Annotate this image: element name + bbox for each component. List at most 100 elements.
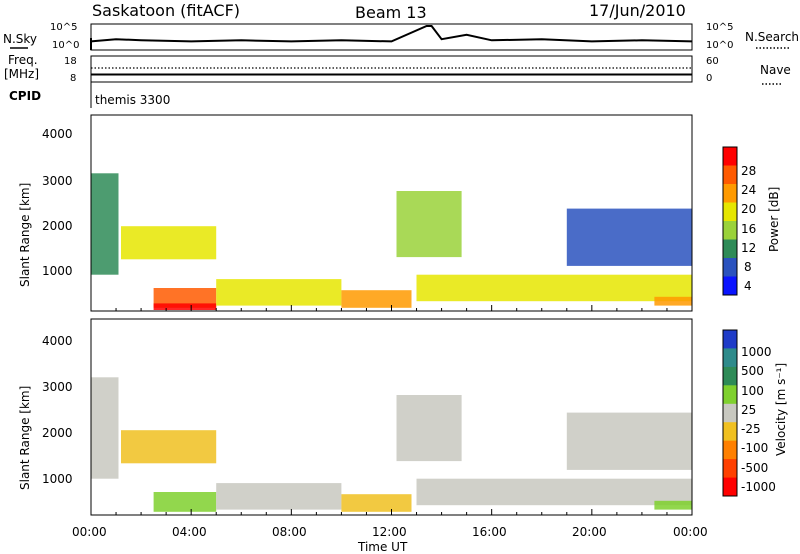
power-cbar-tick-20: 20	[741, 202, 756, 216]
xtick-0400: 04:00	[172, 525, 207, 539]
velocity-region-0	[91, 377, 119, 479]
power-region-0	[91, 173, 119, 275]
power-ytick-2000: 2000	[42, 219, 73, 233]
power-ytick-1000: 1000	[42, 264, 73, 278]
power-colorbar	[723, 147, 737, 296]
xtick-2000: 20:00	[572, 525, 607, 539]
xtick-0000: 00:00	[72, 525, 107, 539]
nave-tick-bottom: 0	[706, 73, 712, 84]
velocity-region-6	[416, 478, 692, 506]
power-colorbar-frame	[722, 146, 738, 296]
power-region-3	[153, 303, 217, 310]
velocity-region-1	[121, 430, 217, 464]
power-colorbar-swatch-5	[723, 239, 737, 259]
velocity-colorbar-swatch-1	[723, 348, 737, 368]
power-cbar-tick-16: 16	[741, 222, 756, 236]
velocity-region-7	[566, 412, 692, 470]
velocity-ytick-4000: 4000	[42, 334, 73, 348]
power-region-7	[416, 274, 692, 302]
nave-label: Nave	[760, 63, 791, 77]
nsky-left-tick-bottom: 10^0	[52, 40, 79, 51]
power-ytick-3000: 3000	[42, 174, 73, 188]
power-cbar-tick-4: 4	[744, 279, 752, 293]
power-colorbar-swatch-6	[723, 258, 737, 277]
velocity-ytick-2000: 2000	[42, 426, 73, 440]
station-title: Saskatoon (fitACF)	[92, 1, 240, 20]
xtick-0800: 08:00	[272, 525, 307, 539]
xtick-2400: 00:00	[673, 525, 708, 539]
power-heatmap	[91, 173, 692, 310]
freq-panel-frame	[90, 55, 693, 83]
velocity-colorbar	[723, 330, 737, 497]
velocity-colorbar-swatch-0	[723, 330, 737, 349]
velocity-colorbar-label: Velocity [m s⁻¹]	[774, 363, 788, 456]
power-region-4	[216, 279, 342, 306]
x-axis-ticks	[90, 305, 693, 515]
freq-tick-top: 18	[64, 56, 77, 67]
cpid-value: themis 3300	[95, 93, 170, 107]
power-cbar-tick-24: 24	[741, 183, 756, 197]
nsky-right-tick-top: 10^5	[706, 22, 733, 33]
power-cbar-tick-8: 8	[744, 260, 752, 274]
nave-tick-top: 60	[706, 56, 719, 67]
power-region-2	[153, 288, 217, 308]
velocity-ylabel: Slant Range [km]	[18, 386, 32, 490]
velocity-region-2	[153, 492, 217, 512]
velocity-cbar-tick-neg100: -100	[741, 441, 768, 455]
power-ytick-4000: 4000	[42, 127, 73, 141]
freq-tick-bottom: 8	[70, 73, 76, 84]
velocity-colorbar-swatch-6	[723, 440, 737, 460]
power-colorbar-swatch-7	[723, 276, 737, 296]
nsky-label: N.Sky	[3, 32, 37, 46]
power-region-1	[121, 226, 217, 260]
cpid-label: CPID	[9, 89, 41, 103]
velocity-region-3	[216, 483, 342, 510]
velocity-cbar-tick-500: 500	[741, 364, 764, 378]
velocity-cbar-tick-neg25: -25	[741, 422, 761, 436]
velocity-ytick-3000: 3000	[42, 380, 73, 394]
power-colorbar-swatch-1	[723, 165, 737, 185]
velocity-cbar-tick-neg1000: -1000	[741, 480, 776, 494]
velocity-heatmap	[91, 377, 692, 512]
xtick-1600: 16:00	[472, 525, 507, 539]
xtick-1200: 12:00	[372, 525, 407, 539]
nsky-right-tick-bottom: 10^0	[706, 40, 733, 51]
velocity-ytick-1000: 1000	[42, 472, 73, 486]
velocity-colorbar-frame	[722, 329, 738, 497]
freq-label-2: [MHz]	[4, 67, 39, 81]
velocity-colorbar-swatch-3	[723, 385, 737, 405]
nsky-panel-frame	[90, 23, 693, 51]
nsky-left-tick-top: 10^5	[50, 22, 77, 33]
velocity-region-5	[396, 395, 462, 462]
velocity-colorbar-swatch-2	[723, 366, 737, 386]
power-colorbar-swatch-2	[723, 184, 737, 203]
date-label: 17/Jun/2010	[589, 1, 686, 20]
power-colorbar-swatch-3	[723, 202, 737, 222]
velocity-region-8	[654, 500, 692, 510]
power-colorbar-label: Power [dB]	[767, 187, 781, 252]
power-region-6	[396, 191, 462, 258]
power-region-8	[566, 208, 692, 266]
freq-label-1: Freq.	[8, 53, 38, 67]
power-cbar-tick-28: 28	[741, 164, 756, 178]
velocity-cbar-tick-1000: 1000	[741, 345, 772, 359]
power-cbar-tick-12: 12	[741, 241, 756, 255]
velocity-colorbar-swatch-8	[723, 477, 737, 497]
power-ylabel: Slant Range [km]	[18, 183, 32, 287]
power-colorbar-swatch-4	[723, 221, 737, 240]
velocity-cbar-tick-100: 100	[741, 384, 764, 398]
power-region-5	[341, 290, 412, 308]
velocity-region-4	[341, 494, 412, 512]
velocity-colorbar-swatch-7	[723, 459, 737, 478]
power-region-9	[654, 296, 692, 306]
x-axis-label: Time UT	[357, 540, 408, 554]
velocity-colorbar-swatch-4	[723, 403, 737, 423]
beam-label: Beam 13	[355, 3, 427, 22]
velocity-colorbar-swatch-5	[723, 422, 737, 442]
velocity-cbar-tick-neg500: -500	[741, 461, 768, 475]
nsearch-label: N.Search	[745, 30, 799, 44]
nsky-series-line	[90, 25, 693, 43]
power-colorbar-swatch-0	[723, 147, 737, 166]
velocity-cbar-tick-25: 25	[741, 403, 756, 417]
